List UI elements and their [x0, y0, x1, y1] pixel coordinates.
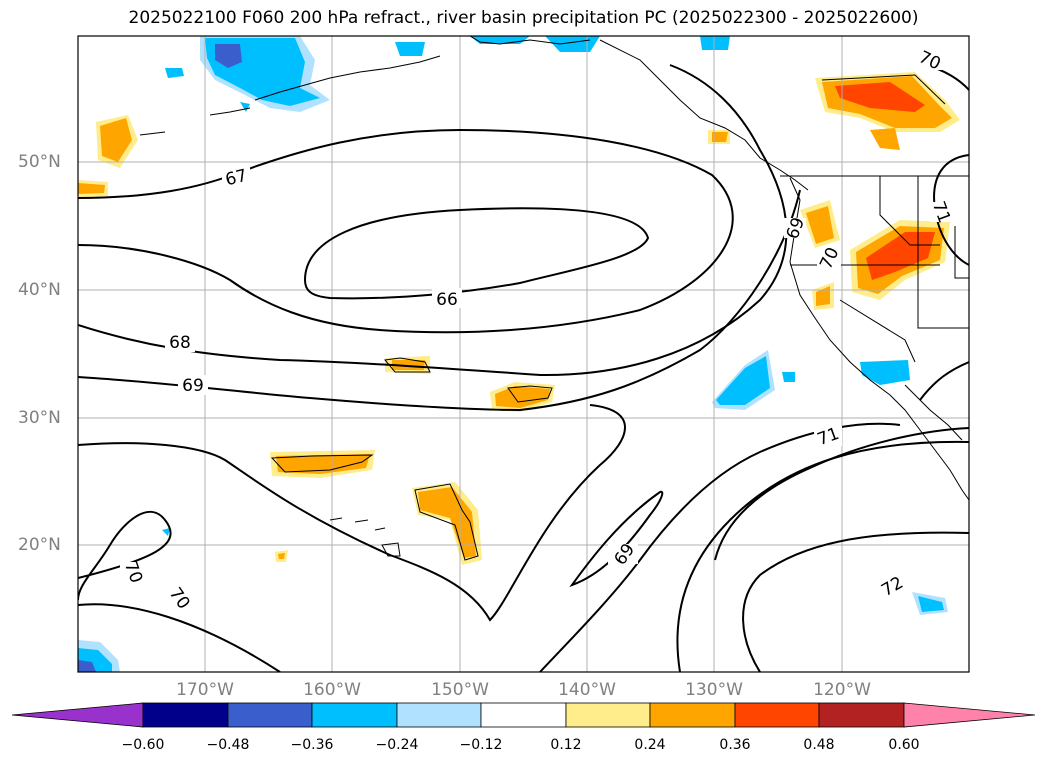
map-frame	[77, 35, 970, 673]
lon-label-130w: 130°W	[685, 680, 743, 700]
colorbar-tick: −0.48	[206, 737, 250, 753]
colorbar-tick: −0.60	[121, 737, 165, 753]
lon-label-170w: 170°W	[176, 680, 234, 700]
colorbar-tick: −0.24	[375, 737, 419, 753]
colorbar-bin	[565, 702, 651, 728]
lat-label-30n: 30°N	[18, 408, 61, 428]
colorbar-tick: 0.60	[888, 737, 920, 753]
colorbar-extend-low	[11, 702, 144, 728]
colorbar-bin	[734, 702, 820, 728]
lon-label-150w: 150°W	[431, 680, 489, 700]
contour-label-66: 66	[436, 290, 458, 310]
colorbar-tick: 0.36	[719, 737, 751, 753]
colorbar-tick: 0.48	[803, 737, 835, 753]
lon-label-140w: 140°W	[558, 680, 616, 700]
colorbar-tick: −0.12	[459, 737, 503, 753]
colorbar-tick: 0.24	[634, 737, 666, 753]
colorbar-bin	[311, 702, 398, 728]
lon-label-160w: 160°W	[303, 680, 361, 700]
colorbar-tick: 0.12	[550, 737, 582, 753]
refractivity-contours	[78, 64, 969, 672]
precip-patches	[78, 36, 960, 672]
lon-label-120w: 120°W	[813, 680, 871, 700]
colorbar-bin	[396, 702, 482, 728]
colorbar	[11, 702, 1036, 728]
colorbar-bin	[142, 702, 229, 728]
colorbar-bin	[649, 702, 736, 728]
coastlines	[139, 36, 969, 561]
colorbar-tick: −0.36	[290, 737, 334, 753]
colorbar-bin	[480, 702, 567, 728]
map-title: 2025022100 F060 200 hPa refract., river …	[128, 8, 919, 28]
lat-label-50n: 50°N	[18, 152, 61, 172]
colorbar-bin	[818, 702, 905, 728]
contour-label-69: 69	[182, 376, 204, 396]
colorbar-extend-high	[903, 702, 1036, 728]
contour-label-68: 68	[169, 333, 191, 353]
colorbar-bin	[227, 702, 313, 728]
lat-label-20n: 20°N	[18, 535, 61, 555]
lat-label-40n: 40°N	[18, 280, 61, 300]
